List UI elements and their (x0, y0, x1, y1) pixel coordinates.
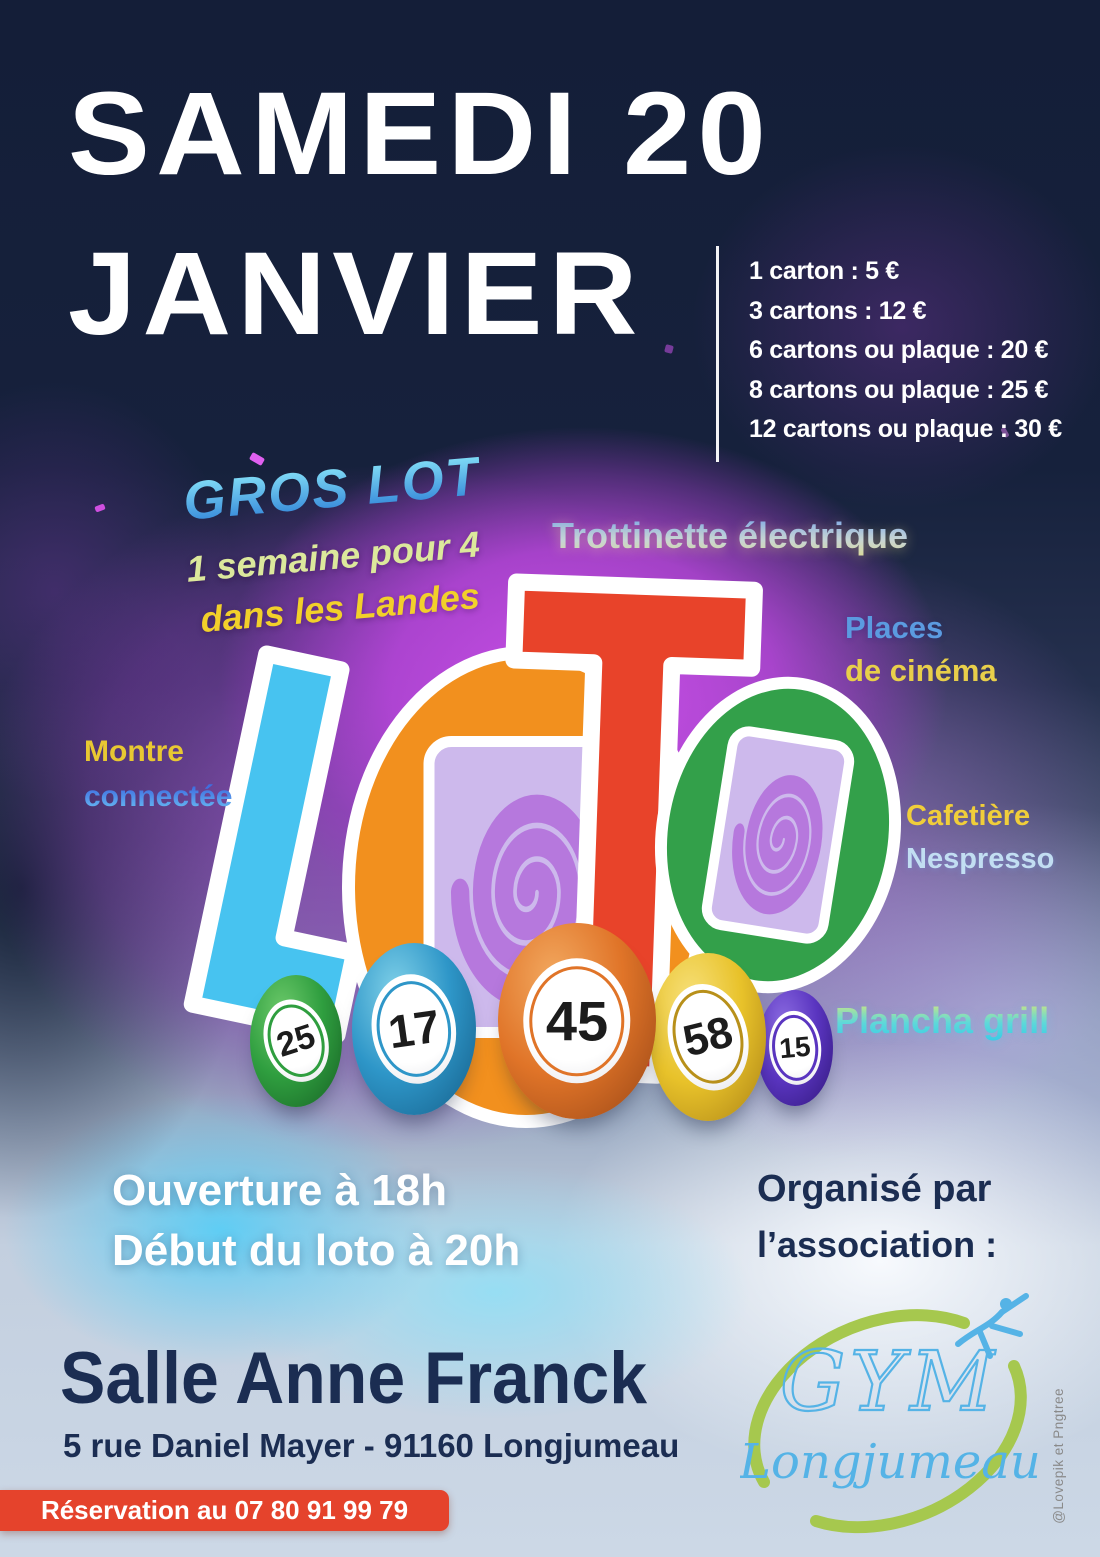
ball-disc: 58 (656, 975, 760, 1099)
reservation-banner: Réservation au 07 80 91 99 79 (0, 1490, 449, 1531)
price-list-divider (716, 246, 719, 462)
price-list: 1 carton : 5 € 3 cartons : 12 € 6 carton… (749, 252, 1062, 450)
venue-name: Salle Anne Franck (60, 1337, 648, 1420)
bingo-ball: 25 (250, 975, 342, 1107)
ball-ring (769, 1013, 821, 1083)
prize-cafetiere-nespresso: Nespresso (906, 843, 1055, 875)
price-item: 3 cartons : 12 € (749, 296, 927, 325)
opening-time: Ouverture à 18h (112, 1166, 448, 1215)
ball-disc: 45 (523, 958, 631, 1084)
bingo-ball: 58 (650, 953, 766, 1121)
start-time: Début du loto à 20h (112, 1226, 521, 1275)
organizer-label: l’association : (757, 1224, 998, 1265)
ball-ring (529, 965, 625, 1077)
venue-address: 5 rue Daniel Mayer - 91160 Longjumeau (63, 1427, 680, 1464)
ball-ring (258, 997, 334, 1085)
prize-cafetiere-nespresso: Cafetière (906, 800, 1031, 832)
gymnast-icon (955, 1293, 1029, 1359)
image-credit: @Lovepik et Pngtree (1051, 1388, 1066, 1524)
logo-green-swoosh (748, 1309, 1027, 1534)
price-item: 6 cartons ou plaque : 20 € (749, 336, 1049, 364)
bingo-ball: 45 (498, 923, 656, 1119)
price-item: 1 carton : 5 € (749, 257, 900, 285)
prize-montre-connectee: connectée (84, 780, 233, 813)
bingo-ball: 15 (757, 990, 833, 1106)
prize-places-cinema: de cinéma (845, 653, 997, 688)
event-date-line1: SAMEDI 20 (68, 68, 773, 200)
ball-ring (662, 982, 754, 1092)
prize-trottinette: Trottinette électrique (552, 515, 909, 556)
organizer-label: Organisé par (757, 1168, 992, 1210)
loto-letter-o2 (632, 658, 924, 1012)
ball-ring (370, 975, 458, 1083)
price-item: 8 cartons ou plaque : 25 € (749, 375, 1049, 404)
ball-disc: 17 (364, 968, 464, 1090)
logo-word-longjumeau: Longjumeau (740, 1434, 1041, 1490)
prize-places-cinema: Places (845, 610, 944, 645)
ball-disc: 25 (253, 991, 339, 1091)
prize-montre-connectee: Montre (84, 735, 184, 768)
bingo-ball: 17 (352, 943, 476, 1115)
price-item: 12 cartons ou plaque : 30 € (749, 415, 1062, 443)
event-date-line2: JANVIER (68, 228, 644, 360)
logo-word-gym: GYM (780, 1335, 1000, 1430)
prize-plancha-grill: Plancha grill (835, 1000, 1050, 1041)
ball-disc: 15 (766, 1008, 824, 1088)
spiral-window (698, 723, 858, 947)
spiral-pattern (732, 775, 823, 915)
gym-longjumeau-logo: GYM Longjumeau (738, 1282, 1050, 1557)
